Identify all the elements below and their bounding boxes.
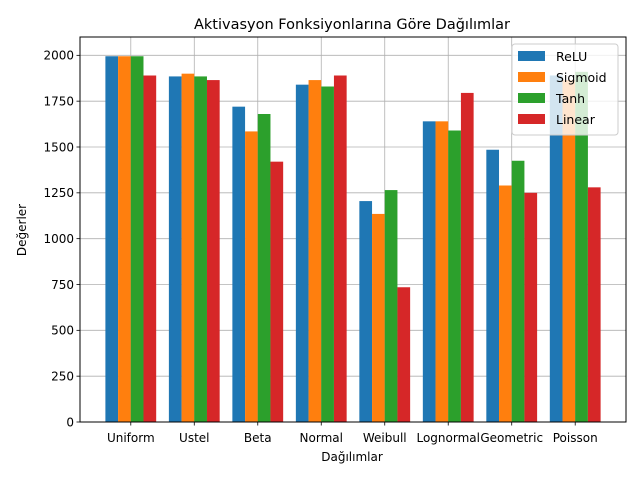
y-axis-label: Değerler [15,204,29,256]
y-tick-label: 0 [66,415,74,429]
bar-relu [105,56,119,422]
y-axis-ticks: 0 250 500 750 1000 1250 1500 1750 2000 [43,49,80,429]
bar-sigmoid [435,121,449,422]
plot-frame [79,36,627,423]
bar-sigmoid [499,185,512,422]
bar-linear [460,92,474,423]
y-tick-label: 1750 [43,94,74,108]
x-tick-label: Ustel [179,431,209,445]
legend-label: Linear [556,112,596,127]
bar-linear [397,287,411,422]
bar-sigmoid [118,56,131,422]
legend-label: ReLU [556,49,587,64]
legend-frame [511,43,619,136]
bar-tanh [257,114,271,422]
x-axis-label: Dağılımlar [321,450,383,464]
x-tick-label: Beta [244,431,272,445]
bar-relu [549,75,563,422]
legend-label: Tanh [555,91,585,106]
bar-tanh [511,160,525,422]
bar-sigmoid [245,131,258,422]
x-tick-label: Uniform [107,431,155,445]
legend-swatch [518,72,545,82]
bar-tanh [194,76,207,423]
y-tick-label: 1000 [43,232,74,246]
x-tick-label: Weibull [363,431,407,445]
bar-relu [486,149,500,422]
x-tick-label: Poisson [553,431,598,445]
bar-tanh [321,86,334,422]
bar-sigmoid [372,213,385,422]
bar-tanh [130,56,144,422]
bar-linear [524,192,538,422]
x-axis-ticks: Uniform Ustel Beta Normal Weibull Lognormal Ge… [107,422,598,445]
bar-tanh [575,71,588,422]
bar-sigmoid [308,80,322,422]
bars [105,56,601,423]
bar-tanh [384,190,398,422]
legend-label: Sigmoid [556,70,607,85]
y-tick-label: 2000 [43,49,74,63]
legend: ReLU Sigmoid Tanh Linear [511,43,619,136]
x-tick-label: Normal [300,431,343,445]
bar-relu [359,201,373,422]
x-tick-label: Geometric [480,431,543,445]
y-tick-label: 750 [51,278,74,292]
chart-title: Aktivasyon Fonksiyonlarına Göre Dağılıml… [194,17,510,33]
bar-relu [168,76,182,423]
y-tick-label: 1250 [43,186,74,200]
legend-swatch [518,51,545,61]
y-tick-label: 1500 [43,140,74,154]
bar-relu [295,84,309,423]
bar-linear [333,75,347,422]
legend-swatch [518,114,545,124]
bar-relu [232,106,246,423]
bar-relu [422,121,436,422]
x-tick-label: Lognormal [416,431,479,445]
y-tick-label: 250 [51,369,74,383]
y-tick-label: 500 [51,324,74,338]
bar-linear [587,187,601,422]
bar-sigmoid [181,73,195,423]
bar-sigmoid [562,80,576,422]
bar-linear [270,161,284,422]
bar-linear [206,80,220,422]
bar-tanh [448,130,461,422]
legend-swatch [518,93,545,103]
bar-linear [143,75,157,422]
